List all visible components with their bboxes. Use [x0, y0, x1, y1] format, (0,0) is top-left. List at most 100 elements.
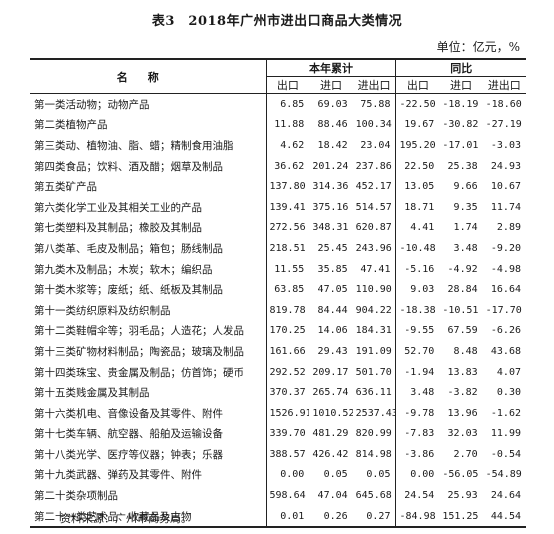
row-value: 4.07: [496, 366, 521, 378]
row-value: 819.78: [265, 299, 310, 321]
row-value: 201.24: [312, 160, 349, 172]
row-value: -56.05: [442, 469, 479, 481]
row-value: -17.70: [485, 304, 522, 316]
row-value: 820.99: [355, 428, 392, 440]
row-value: -18.19: [442, 98, 479, 110]
row-value: 67.59: [447, 325, 478, 337]
row-value: 22.50: [395, 155, 440, 177]
table-row: 第六类化学工业及其相关工业的产品 139.41 375.16 514.57 18.71 9…: [30, 196, 526, 218]
row-value: 10.67: [490, 181, 521, 193]
table-row: 第三类动、植物油、脂、蜡；精制食用油脂 4.62 18.42 23.04 195.20-…: [30, 135, 526, 156]
row-name: 第十类木浆等；废纸；纸、纸板及其制品: [34, 284, 223, 297]
row-value: 69.03: [317, 98, 348, 110]
row-value: 36.62: [265, 155, 310, 177]
row-value: -3.82: [447, 387, 478, 399]
row-name: 第八类革、毛皮及制品；箱包；肠线制品: [34, 242, 223, 255]
table-row: 第十九类武器、弹药及其零件、附件 0.00 0.05 0.05 0.00 -56.05 -5…: [30, 464, 526, 486]
row-value: 0.00: [395, 464, 440, 486]
row-value: 139.41: [265, 196, 310, 218]
row-value: -1.62: [490, 407, 521, 419]
row-name: 第十四类珠宝、贵金属及制品；仿首饰；硬币: [34, 366, 244, 379]
table-row: 第十八类光学、医疗等仪器；钟表；乐器 388.57 426.42 814.98 -3.8…: [30, 444, 526, 465]
row-value: 9.03: [395, 279, 440, 300]
row-value: 13.05: [395, 176, 440, 197]
row-value: 100.34: [355, 119, 392, 131]
row-value: -54.89: [485, 469, 522, 481]
row-value: -6.26: [490, 325, 521, 337]
table-row: 第一类活动物；动物产品 6.85 69.03 75.88 -22.50 -18.19 -18…: [30, 93, 526, 115]
row-value: 84.44: [317, 304, 348, 316]
unit-label: 单位：亿元，%: [436, 40, 520, 54]
row-name: 第九类木及制品；木炭；软木；编织品: [34, 263, 213, 276]
row-value: 620.87: [355, 222, 392, 234]
row-value: -7.83: [395, 423, 440, 445]
row-value: 645.68: [355, 490, 392, 502]
table-row: 第十类木浆等；废纸；纸、纸板及其制品 63.85 47.05 110.90 9.03 28…: [30, 279, 526, 300]
row-value: -4.98: [490, 263, 521, 275]
row-value: -0.54: [490, 448, 521, 460]
row-value: 598.64: [265, 485, 310, 506]
row-value: 191.09: [355, 345, 392, 357]
row-value: 1526.91: [265, 402, 310, 424]
row-value: 63.85: [265, 279, 310, 300]
header-export: 出口: [265, 76, 310, 94]
row-value: 481.29: [312, 428, 349, 440]
table-row: 第五类矿产品 137.80 314.36 452.17 13.05 9.66 10.67: [30, 176, 526, 197]
row-value: 0.26: [309, 505, 353, 529]
row-value: 636.11: [355, 387, 392, 399]
row-value: 161.66: [265, 341, 310, 362]
row-value: 11.74: [490, 201, 521, 213]
header-cumulative: 本年累计: [265, 58, 396, 77]
row-value: 348.31: [312, 222, 349, 234]
row-value: 25.45: [317, 242, 348, 254]
row-value: 339.70: [265, 423, 310, 445]
row-value: -30.82: [442, 119, 479, 131]
table-row: 第十三类矿物材料制品；陶瓷品；玻璃及制品 161.66 29.43 191.09 52.…: [30, 341, 526, 362]
row-value: 501.70: [355, 366, 392, 378]
row-value: -9.78: [395, 402, 440, 424]
row-value: 47.04: [317, 490, 348, 502]
row-value: 47.05: [317, 284, 348, 296]
row-value: 28.84: [447, 284, 478, 296]
row-value: 13.96: [447, 407, 478, 419]
row-name: 第七类塑料及其制品；橡胶及其制品: [34, 222, 202, 235]
row-value: -9.20: [490, 242, 521, 254]
row-value: 370.37: [265, 382, 310, 403]
row-value: -10.51: [442, 304, 479, 316]
row-value: 24.54: [395, 485, 440, 506]
row-name: 第十八类光学、医疗等仪器；钟表；乐器: [34, 448, 223, 461]
trade-table: 名称 本年累计 同比 出口 进口 进出口 出口 进口 进出口 第一类活动物；动物…: [30, 58, 526, 529]
row-name: 第十五类贱金属及其制品: [34, 387, 150, 400]
row-value: -4.92: [447, 263, 478, 275]
row-value: -3.03: [490, 139, 521, 151]
row-value: 151.25: [439, 505, 483, 529]
row-value: 16.64: [490, 284, 521, 296]
row-value: 292.52: [265, 361, 310, 383]
row-value: 11.55: [265, 258, 310, 280]
row-value: 1.74: [453, 222, 478, 234]
row-name: 第二十一类艺术品、收藏品及古物: [30, 505, 266, 529]
row-value: 24.64: [490, 490, 521, 502]
row-value: 14.06: [317, 325, 348, 337]
row-value: 43.68: [490, 345, 521, 357]
row-value: 314.36: [312, 181, 349, 193]
row-name: 第十三类矿物材料制品；陶瓷品；玻璃及制品: [34, 345, 244, 358]
row-value: -22.50: [395, 93, 440, 115]
row-value: -27.19: [485, 119, 522, 131]
row-value: 18.42: [317, 139, 348, 151]
table-row: 第二十类杂项制品 598.64 47.04 645.68 24.54 25.93 24.64: [30, 485, 526, 506]
row-value: 0.00: [265, 464, 310, 486]
row-value: 24.93: [490, 160, 521, 172]
header-yoy-export: 出口: [395, 76, 440, 94]
row-value: -84.98: [395, 505, 440, 529]
row-value: 237.86: [355, 160, 392, 172]
table-row: 第四类食品；饮料、酒及醋；烟草及制品 36.62 201.24 237.86 22.50…: [30, 155, 526, 177]
row-value: 0.05: [366, 469, 391, 481]
row-value: -1.94: [395, 361, 440, 383]
row-value: 265.74: [312, 387, 349, 399]
row-value: 13.83: [447, 366, 478, 378]
row-value: 2537.43: [355, 407, 396, 419]
row-value: 19.67: [395, 114, 440, 136]
row-value: -10.48: [395, 238, 440, 259]
row-value: 25.38: [447, 160, 478, 172]
